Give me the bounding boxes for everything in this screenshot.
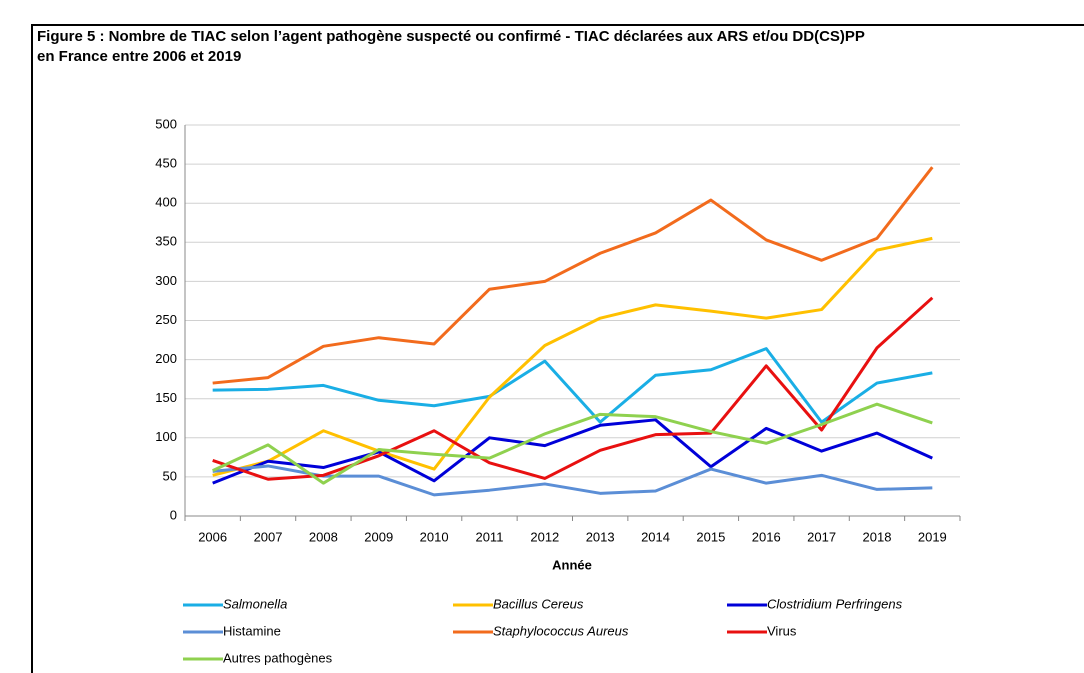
y-tick-label: 500 [155, 116, 177, 131]
chart-subtitle: en France entre 2006 et 2019 [37, 48, 241, 65]
x-tick-label: 2006 [198, 529, 227, 544]
x-tick-label: 2019 [918, 529, 947, 544]
x-tick-label: 2009 [364, 529, 393, 544]
y-tick-label: 150 [155, 390, 177, 405]
legend-label: Histamine [223, 623, 281, 638]
series-line [212, 236, 933, 477]
x-tick-label: 2015 [696, 529, 725, 544]
legend-label: Autres pathogènes [223, 650, 333, 665]
y-tick-label: 300 [155, 273, 177, 288]
x-tick-label: 2010 [420, 529, 449, 544]
y-tick-label: 250 [155, 312, 177, 327]
series-line [212, 166, 934, 385]
y-tick-label: 50 [163, 468, 177, 483]
series-line [212, 418, 933, 485]
series-line [212, 296, 934, 481]
y-tick-label: 0 [170, 507, 177, 522]
y-tick-label: 200 [155, 351, 177, 366]
x-tick-label: 2018 [863, 529, 892, 544]
x-axis-label: Année [552, 557, 592, 572]
legend-label: Virus [767, 623, 797, 638]
legend-label: Staphylococcus Aureus [493, 623, 629, 638]
y-tick-label: 450 [155, 156, 177, 171]
x-tick-label: 2012 [530, 529, 559, 544]
x-tick-label: 2008 [309, 529, 338, 544]
x-tick-label: 2017 [807, 529, 836, 544]
x-tick-label: 2011 [475, 529, 503, 544]
legend-label: Salmonella [223, 596, 287, 611]
frame [31, 24, 1084, 673]
x-tick-label: 2007 [254, 529, 283, 544]
chart-title: Figure 5 : Nombre de TIAC selon l’agent … [37, 28, 865, 45]
x-tick-label: 2014 [641, 529, 670, 544]
y-tick-label: 100 [155, 429, 177, 444]
series-line [212, 402, 933, 485]
x-tick-label: 2016 [752, 529, 781, 544]
y-tick-label: 350 [155, 234, 177, 249]
series-line [212, 347, 933, 424]
legend-label: Bacillus Cereus [493, 596, 584, 611]
legend-label: Clostridium Perfringens [767, 596, 903, 611]
x-tick-label: 2013 [586, 529, 615, 544]
y-tick-label: 400 [155, 195, 177, 210]
